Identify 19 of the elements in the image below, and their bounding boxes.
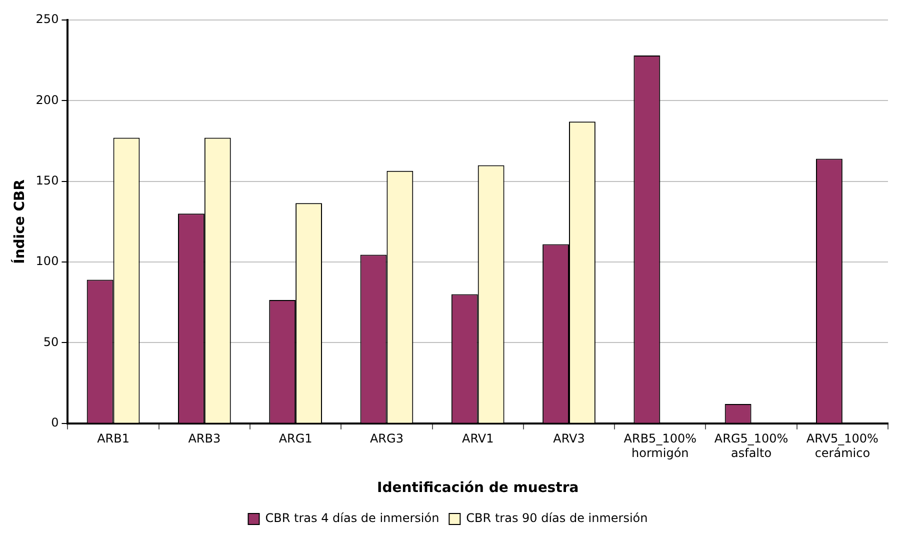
x-tick-label: ARG1 bbox=[278, 432, 312, 446]
y-tick-label: 0 bbox=[51, 416, 59, 430]
x-tick-label: ARB5_100% hormigón bbox=[624, 432, 697, 460]
x-tick-label: ARB3 bbox=[188, 432, 221, 446]
legend-label: CBR tras 90 días de inmersión bbox=[466, 511, 648, 526]
x-tick-label: ARV5_100% cerámico bbox=[806, 432, 878, 460]
legend-label: CBR tras 4 días de inmersión bbox=[265, 511, 440, 526]
x-axis-title: Identificación de muestra bbox=[377, 480, 579, 496]
y-axis-title: Índice CBR bbox=[11, 179, 28, 264]
y-tick-label: 50 bbox=[43, 334, 59, 349]
x-tick-label: ARV1 bbox=[462, 432, 494, 446]
y-tick-label: 100 bbox=[36, 254, 59, 268]
x-tick-label: ARV3 bbox=[553, 432, 585, 446]
x-tick-label: ARG3 bbox=[370, 432, 404, 446]
y-tick-label: 250 bbox=[36, 12, 59, 26]
y-tick-label: 150 bbox=[36, 173, 59, 188]
x-tick-label: ARG5_100% asfalto bbox=[714, 432, 788, 460]
y-tick-label: 200 bbox=[36, 92, 59, 107]
x-tick-label: ARB1 bbox=[97, 432, 130, 446]
